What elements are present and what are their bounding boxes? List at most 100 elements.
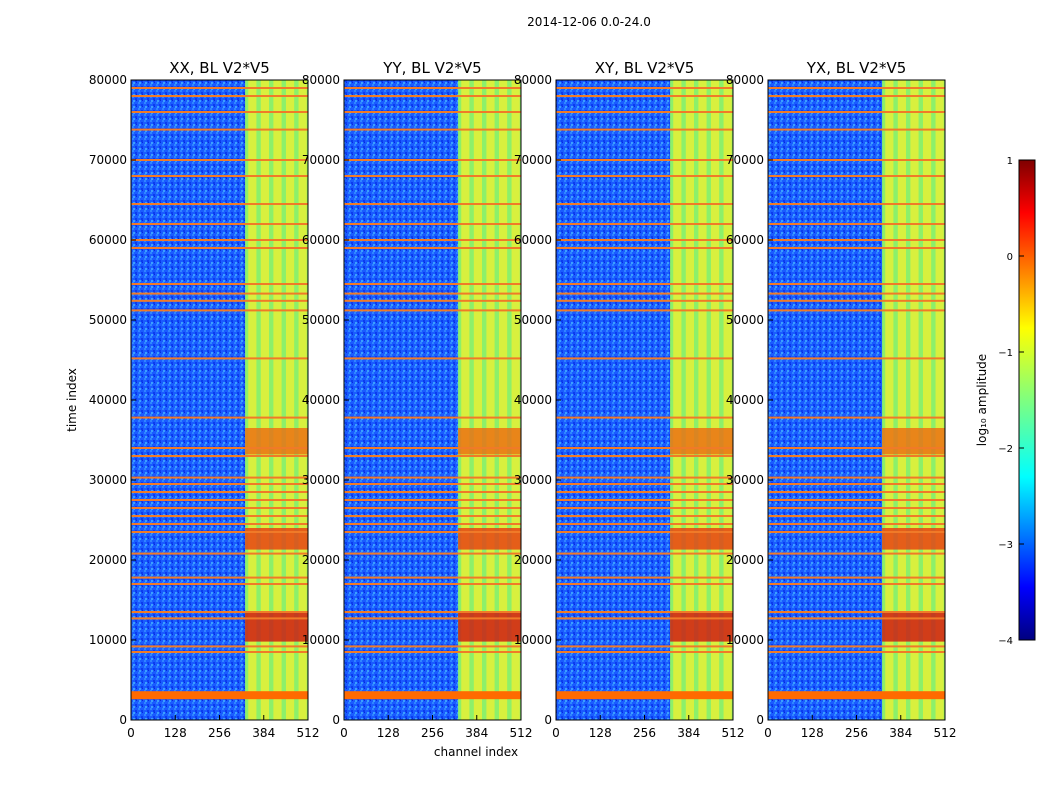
flagged-row [768,476,945,479]
colorbar-tick-label: −1 [998,348,1013,359]
heatmap-band-column [685,80,694,720]
colorbar-tick-label: 1 [1007,156,1013,167]
y-tick-label: 70000 [89,153,127,167]
flagged-row [768,128,945,131]
heatmap-band-column [498,80,508,720]
flagged-row [344,691,521,700]
flagged-row [556,239,733,241]
y-axis-label: time index [65,368,79,432]
flagged-row [556,645,733,648]
flagged-row [344,552,521,555]
flagged-row [768,651,945,653]
heatmap-band-column [885,80,894,720]
flagged-row [131,552,308,555]
flagged-row [131,455,308,457]
flagged-row [131,283,308,285]
panel-title: XY, BL V2*V5 [595,59,695,77]
flagged-row [344,645,521,648]
flagged-row [556,583,733,585]
panel-title: XX, BL V2*V5 [169,59,270,77]
flagged-row [344,309,521,312]
x-tick-label: 128 [377,726,400,740]
flagged-row [556,523,733,525]
y-tick-label: 20000 [89,553,127,567]
y-tick-label: 70000 [302,153,340,167]
flagged-row [131,309,308,312]
y-tick-label: 10000 [726,633,764,647]
y-tick-label: 60000 [514,233,552,247]
flagged-row [556,309,733,312]
flagged-row [131,483,308,485]
flagged-row [344,128,521,131]
y-tick-label: 10000 [302,633,340,647]
flagged-row [344,247,521,249]
flagged-row [556,283,733,285]
y-tick-label: 70000 [726,153,764,167]
flagged-row [768,507,945,509]
flagged-row [556,507,733,509]
heatmap-band-column [273,80,282,720]
flagged-row [344,416,521,419]
flagged-row [131,651,308,653]
y-tick-label: 50000 [726,313,764,327]
flagged-row [131,159,308,161]
colorbar-tick-label: −2 [998,444,1013,455]
heatmap-band-column [511,80,520,720]
panel-title: YY, BL V2*V5 [382,59,481,77]
flagged-row [768,416,945,419]
colorbar-tick-label: −3 [998,540,1013,551]
y-tick-label: 10000 [514,633,552,647]
flagged-row [768,299,945,302]
flagged-row [556,247,733,249]
flagged-row [768,283,945,285]
flagged-row [344,357,521,360]
flagged-row [768,95,945,97]
x-tick-label: 512 [722,726,745,740]
x-tick-label: 0 [127,726,135,740]
flagged-row [556,651,733,653]
flagged-row [131,95,308,97]
flagged-row [344,651,521,653]
flagged-row [131,175,308,177]
heatmap-hot-segment [670,612,733,642]
flagged-row [768,499,945,501]
x-tick-label: 0 [552,726,560,740]
x-tick-label: 512 [934,726,957,740]
heatmap-hot-segment [670,528,733,550]
panel-title: YX, BL V2*V5 [806,59,907,77]
y-tick-label: 0 [119,713,127,727]
heatmap-band-column [298,80,307,720]
flagged-row [556,357,733,360]
x-tick-label: 256 [208,726,231,740]
x-tick-label: 256 [845,726,868,740]
y-tick-label: 20000 [726,553,764,567]
flagged-row [131,617,308,620]
flagged-row [344,583,521,585]
flagged-row [344,531,521,533]
heatmap-band-column [285,80,295,720]
flagged-row [556,691,733,700]
heatmap-hot-segment [245,528,308,550]
panels: XX, BL V2*V5 0 128 256 384 512 0 10000 20000 3000… [89,59,957,740]
y-tick-label: 20000 [514,553,552,567]
colorbar-tick-label: −4 [998,636,1013,647]
flagged-row [344,576,521,579]
flagged-row [556,515,733,517]
flagged-row [768,223,945,225]
flagged-row [344,299,521,302]
flagged-row [556,292,733,295]
panel-4: YX, BL V2*V5 0 128 256 384 512 0 10000 20000 3000… [726,59,957,740]
flagged-row [768,292,945,295]
colorbar-label: log₁₀ amplitude [975,354,989,446]
heatmap-hot-segment [882,612,945,642]
flagged-row [768,483,945,485]
flagged-row [344,175,521,177]
flagged-row [556,416,733,419]
flagged-row [131,357,308,360]
x-tick-label: 384 [465,726,488,740]
flagged-row [131,576,308,579]
x-tick-label: 128 [589,726,612,740]
flagged-row [768,515,945,517]
y-tick-label: 50000 [514,313,552,327]
x-tick-label: 0 [764,726,772,740]
